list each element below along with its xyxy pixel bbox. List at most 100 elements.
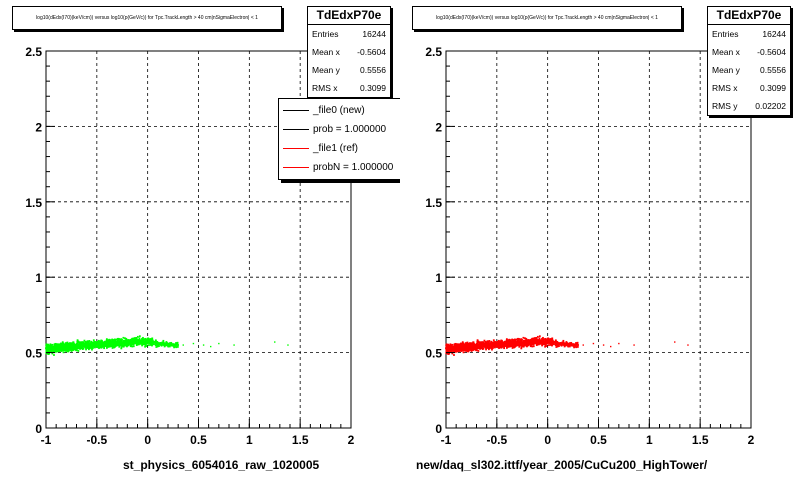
data-point (50, 350, 53, 352)
y-tick-label: 2 (435, 120, 442, 134)
data-point (491, 342, 494, 345)
x-tick-label: 0.5 (590, 433, 607, 447)
data-point (527, 344, 530, 347)
data-point (109, 345, 112, 348)
data-point (566, 343, 569, 346)
data-point (541, 340, 544, 343)
data-point (127, 342, 130, 345)
data-point (474, 344, 477, 347)
data-point (556, 340, 559, 343)
data-point (120, 347, 123, 350)
data-point (447, 350, 450, 353)
data-point (503, 341, 505, 344)
x-tick-label: 1.5 (292, 433, 309, 447)
data-point (67, 347, 70, 350)
data-point (497, 345, 500, 348)
data-point (467, 342, 470, 345)
data-point (61, 347, 64, 349)
data-point (544, 345, 546, 348)
data-point (157, 344, 160, 347)
data-point (536, 339, 538, 342)
data-point (66, 344, 69, 347)
data-point (144, 341, 146, 343)
data-point (67, 348, 70, 351)
data-point (75, 347, 78, 349)
data-point (461, 348, 464, 351)
data-point (541, 337, 543, 340)
data-point (70, 349, 73, 352)
data-point (145, 339, 148, 342)
data-point (462, 345, 465, 348)
data-point (133, 337, 136, 340)
data-point (455, 350, 458, 352)
data-point (80, 347, 82, 349)
data-point (218, 342, 220, 345)
x-axis-title: st_physics_6054016_raw_1020005 (123, 458, 320, 472)
data-point (103, 342, 106, 345)
x-axis-title: new/daq_sl302.ittf/year_2005/CuCu200_Hig… (416, 458, 708, 472)
data-point (47, 346, 50, 349)
data-point (81, 348, 84, 351)
data-point (54, 349, 57, 352)
data-point (527, 340, 530, 343)
data-point (504, 340, 507, 343)
data-point (473, 344, 476, 347)
data-point (72, 345, 75, 348)
data-point (521, 344, 524, 347)
x-tick-label: -1 (41, 433, 52, 447)
data-point (124, 337, 127, 340)
data-point (136, 339, 138, 342)
data-point (118, 341, 121, 344)
data-point (555, 346, 558, 348)
data-point (105, 338, 108, 341)
data-point (521, 339, 523, 341)
data-point (562, 343, 565, 346)
data-point (105, 344, 108, 346)
data-point (483, 339, 486, 342)
legend-entry-probn: probN = 1.000000 (279, 158, 400, 177)
data-point (520, 346, 523, 349)
stats-title: TdEdxP70e (308, 7, 390, 25)
data-point (505, 341, 508, 344)
data-point (45, 348, 48, 351)
data-point (65, 342, 67, 344)
data-point (84, 345, 86, 348)
data-point (66, 345, 69, 348)
data-point (63, 346, 66, 349)
data-point (545, 345, 548, 347)
data-point (461, 342, 464, 345)
data-point (511, 338, 514, 341)
data-point (576, 346, 579, 348)
data-point (453, 345, 456, 347)
data-point (58, 348, 61, 351)
data-point (520, 347, 523, 350)
data-point (475, 349, 477, 351)
data-point (533, 342, 535, 344)
data-point (142, 341, 145, 343)
data-point (560, 342, 563, 345)
stats-row-entries: Entries 16244 (712, 29, 786, 39)
y-tick-label: 1.5 (25, 196, 42, 210)
data-point (472, 347, 475, 350)
data-point (82, 345, 84, 348)
data-point (490, 341, 493, 343)
data-point (516, 341, 519, 344)
data-point (492, 344, 495, 347)
data-point (490, 346, 493, 349)
data-point (131, 343, 133, 345)
data-point (551, 340, 554, 343)
data-point (51, 343, 54, 346)
data-point (144, 345, 146, 348)
data-point (72, 347, 75, 350)
data-point (505, 344, 508, 346)
data-point (480, 346, 483, 348)
data-point (494, 344, 497, 346)
data-point (149, 343, 152, 346)
data-point (450, 350, 453, 352)
data-point (175, 342, 178, 345)
data-point (69, 347, 72, 349)
data-point (454, 347, 457, 350)
data-point (471, 348, 474, 351)
data-point (448, 346, 451, 349)
data-point (73, 347, 76, 350)
